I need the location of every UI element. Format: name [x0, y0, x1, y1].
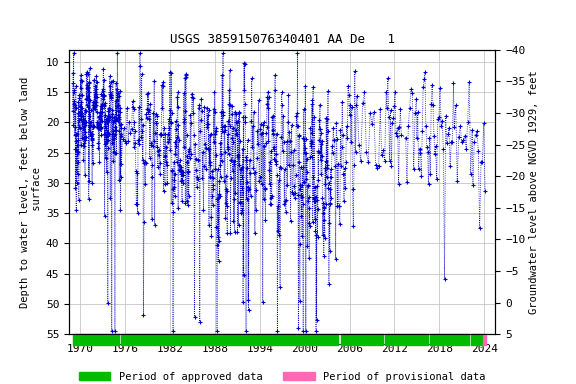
Legend: Period of approved data, Period of provisional data: Period of approved data, Period of provi…: [75, 367, 490, 384]
Y-axis label: Depth to water level, feet below land
 surface: Depth to water level, feet below land su…: [20, 76, 41, 308]
Title: USGS 385915076340401 AA De   1: USGS 385915076340401 AA De 1: [170, 33, 395, 46]
Y-axis label: Groundwater level above NGVD 1929, feet: Groundwater level above NGVD 1929, feet: [529, 70, 540, 314]
